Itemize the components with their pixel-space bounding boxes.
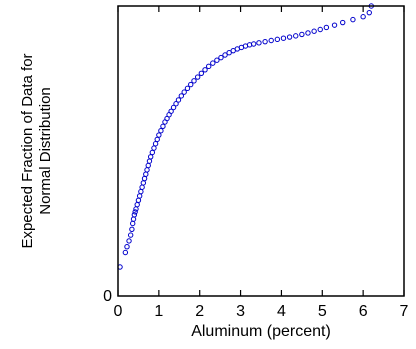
data-point — [191, 78, 197, 84]
data-point — [149, 149, 156, 156]
data-point — [147, 154, 154, 160]
data-point — [181, 89, 187, 95]
data-point — [170, 104, 177, 111]
data-point — [134, 201, 140, 208]
data-point — [256, 40, 262, 46]
x-tick-label: 5 — [318, 303, 327, 320]
data-point — [156, 132, 162, 138]
data-point — [202, 67, 208, 73]
data-point — [188, 81, 194, 88]
data-point — [143, 171, 149, 177]
data-point — [145, 162, 151, 169]
x-tick-label: 1 — [154, 303, 163, 320]
data-point — [194, 74, 201, 80]
data-point — [210, 60, 216, 66]
data-point — [133, 206, 139, 212]
data-point — [268, 37, 274, 44]
data-point — [366, 9, 372, 16]
data-point — [222, 52, 228, 58]
x-tick-label: 7 — [400, 303, 409, 320]
data-point — [122, 249, 129, 256]
data-point — [226, 49, 232, 56]
data-point — [127, 232, 134, 238]
data-point — [175, 97, 182, 103]
data-point — [293, 33, 299, 39]
data-point — [131, 212, 138, 218]
y-axis-label-line-1: Expected Fraction of Data for — [19, 53, 36, 248]
data-point — [124, 244, 130, 250]
data-point — [139, 184, 145, 190]
data-point — [158, 128, 164, 134]
data-point — [154, 136, 160, 143]
data-point — [214, 57, 220, 63]
y-tick-label: 0 — [103, 288, 112, 305]
data-point — [184, 85, 191, 92]
axis-ticks — [117, 6, 405, 296]
data-point — [299, 31, 305, 38]
data-point — [286, 34, 293, 40]
x-tick-label: 3 — [236, 303, 245, 320]
data-point — [138, 188, 144, 195]
data-point — [129, 226, 135, 233]
x-tick-label: 4 — [277, 303, 286, 320]
data-point — [280, 35, 287, 41]
data-point — [218, 54, 224, 61]
data-point — [198, 70, 205, 76]
data-point — [151, 145, 157, 151]
data-point — [262, 38, 268, 45]
data-point — [250, 41, 257, 47]
plot-frame — [117, 5, 405, 297]
x-axis-label: Aluminum (percent) — [191, 323, 331, 340]
tick-labels: 0 1 2 3 4 5 6 7 0 — [103, 288, 408, 320]
data-point — [152, 141, 159, 147]
data-point — [140, 180, 147, 186]
data-point — [350, 16, 356, 23]
data-point — [331, 22, 338, 28]
data-point — [130, 220, 136, 227]
data-point — [206, 63, 212, 70]
data-point — [168, 108, 174, 114]
data-point — [323, 24, 330, 31]
data-point — [136, 193, 143, 199]
x-tick-label: 6 — [359, 303, 368, 320]
data-point — [340, 19, 346, 26]
data-point — [274, 36, 281, 43]
y-axis-label-line-2: Normal Distribution — [37, 87, 54, 215]
data-point — [360, 14, 366, 20]
x-tick-label: 0 — [114, 303, 123, 320]
data-point — [160, 123, 166, 130]
data-point — [126, 238, 132, 244]
x-tick-label: 2 — [195, 303, 204, 320]
data-point — [311, 28, 317, 34]
data-point — [135, 197, 142, 204]
scatter-points — [117, 3, 375, 270]
data-point — [173, 101, 179, 107]
data-point — [141, 175, 148, 182]
data-point — [132, 209, 138, 215]
data-point — [178, 93, 185, 99]
data-point — [130, 216, 137, 222]
data-point — [144, 167, 150, 173]
data-point — [305, 30, 311, 36]
data-point — [317, 26, 323, 33]
data-point — [146, 158, 153, 164]
